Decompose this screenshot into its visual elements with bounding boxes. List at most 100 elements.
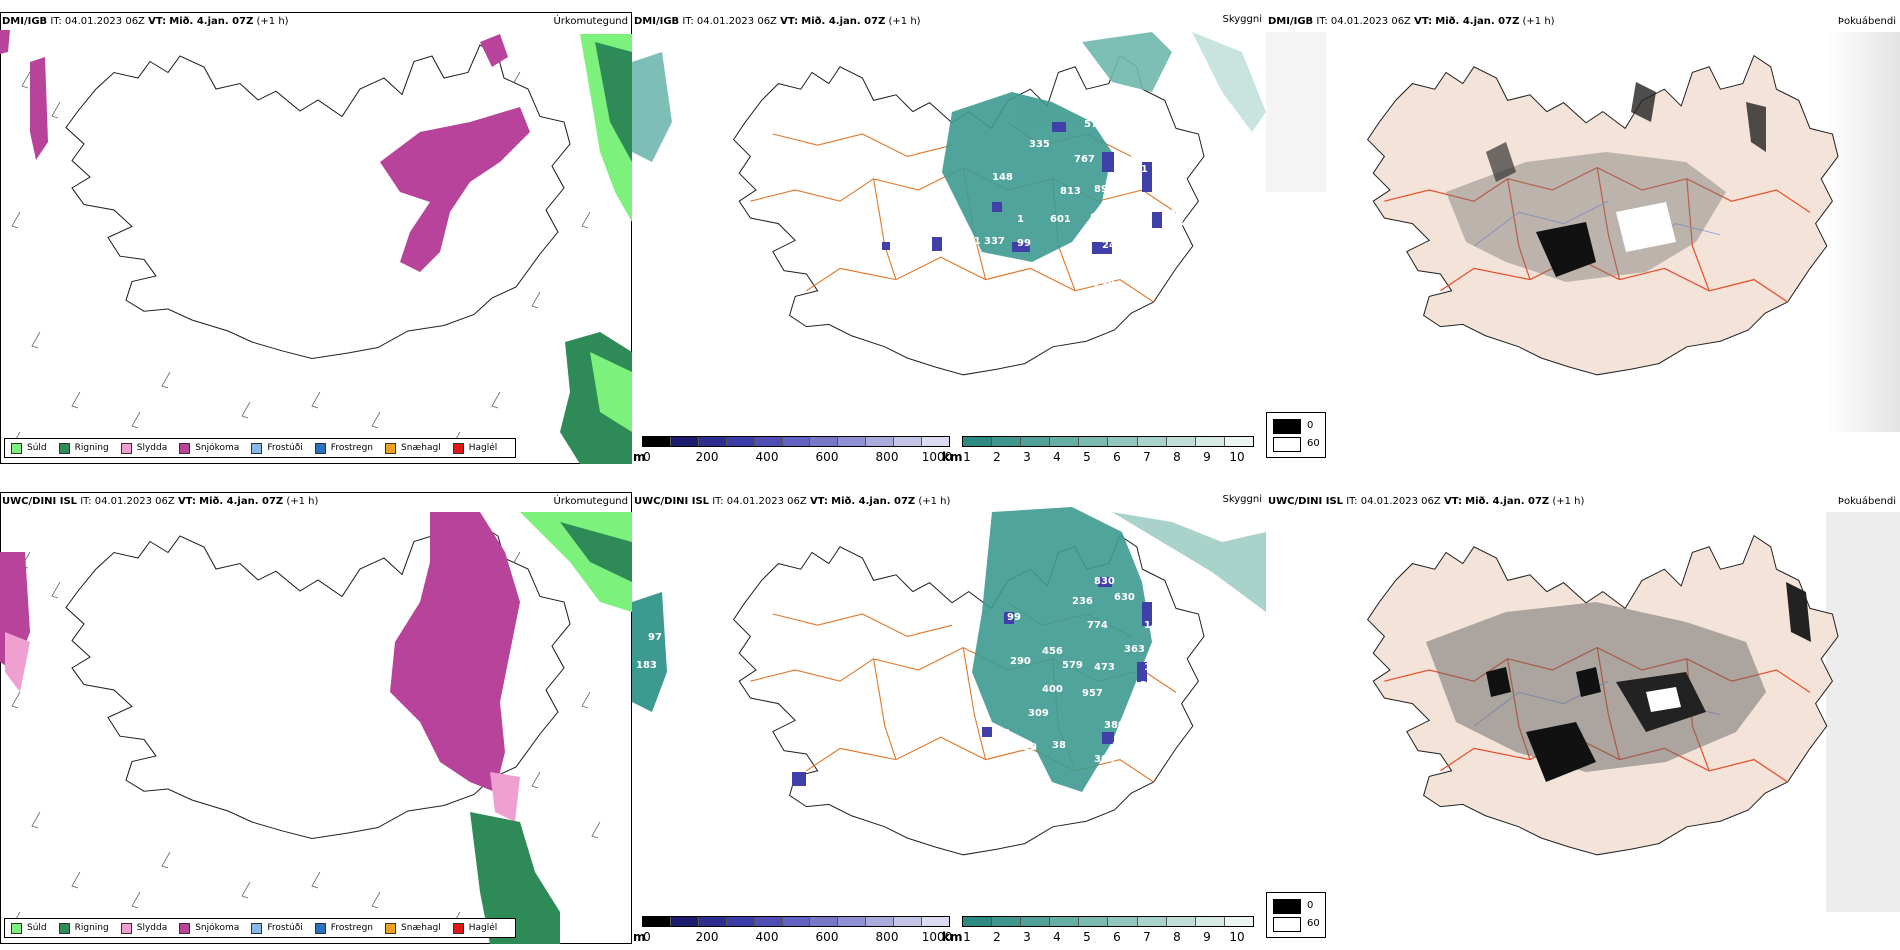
init-time: 04.01.2023 06Z [726,496,807,507]
legend-swatch [58,442,70,454]
snow-area [0,512,632,944]
legend-label: Frostregn [330,443,374,453]
tick: 3 [1023,450,1031,464]
panel-title: Úrkomutegund [553,496,628,507]
visibility-colorbar [962,436,1254,447]
alt-label: 601 [1050,214,1071,225]
alt-label: 2 [1144,274,1151,285]
alt-label: 38 [1052,740,1066,751]
alt-label: 813 [1060,186,1081,197]
fog-legend-top: 0 60 [1266,412,1326,458]
alt-label: 37 [1140,730,1154,741]
alt-label: 579 [1062,660,1083,671]
tick: 5 [1083,930,1091,944]
alt-label: 473 [1094,662,1115,673]
legend-item: Súld [11,442,47,454]
tick: 0 [643,930,651,944]
visibility-unit: km [942,930,963,944]
alt-label: 630 [1114,592,1135,603]
init-label: IT: [1316,16,1328,27]
alt-label: 143 [1144,620,1165,631]
alt-label: 193 [1112,263,1133,274]
fog-swatch-0 [1273,899,1301,914]
alt-label: 363 [1124,644,1145,655]
precip-map-bottom [0,512,632,944]
tick: 8 [1173,450,1181,464]
model-name: DMI/IGB [634,16,680,27]
snow-area [0,30,530,272]
fog-label-0: 0 [1307,900,1314,911]
alt-label: 311 [1177,218,1198,229]
tick: 10 [1229,930,1245,944]
legend-swatch [452,922,464,934]
precip-legend: Súld Rigning Slydda Snjókoma Frostúði Fr… [4,918,517,938]
legend-label: Slydda [136,923,168,933]
alt-label: 335 [1029,139,1050,150]
legend-swatch [251,922,263,934]
tick: 1000 [921,450,953,464]
fog-legend-bottom: 0 60 [1266,892,1326,938]
rain-area [560,34,632,464]
tick: 800 [875,450,899,464]
tick: 200 [695,930,719,944]
valid-label: VT: [1443,496,1462,507]
valid-time: Mið. 4.jan. 07Z [169,16,254,27]
panel-title: Skyggni [1222,14,1262,25]
tick: 10 [1229,450,1245,464]
legend-label: Snjókoma [195,443,240,453]
legend-label: Snæhagl [401,443,441,453]
tick: 600 [815,930,839,944]
fog-swatch-0 [1273,419,1301,434]
tick: 1 [963,930,971,944]
init-time: 04.01.2023 06Z [1330,16,1411,27]
tick: 6 [1113,930,1121,944]
fog-label-60: 60 [1307,918,1320,929]
alt-label: 2 [1140,254,1147,265]
panel-fog-top: DMI/IGB IT: 04.01.2023 06Z VT: Mið. 4.ja… [1266,12,1900,464]
panel-header: UWC/DINI ISL IT: 04.01.2023 06Z VT: Mið.… [1268,496,1584,507]
alt-label: 650 [1090,212,1111,223]
alt-label: 192 [1142,694,1163,705]
alt-label: 957 [1082,688,1103,699]
tick: 200 [695,450,719,464]
altitude-colorbar [642,916,950,927]
init-time: 04.01.2023 06Z [64,16,145,27]
altitude-colorbar [642,436,950,447]
fog-label-0: 0 [1307,420,1314,431]
legend-item: Haglél [452,442,497,454]
alt-label: 896 [1094,184,1115,195]
alt-label: 830 [1094,576,1115,587]
legend-item: Haglél [452,922,497,934]
alt-label: 97 [648,632,662,643]
alt-label: 259 [1060,292,1081,303]
alt-label: 105 [948,728,969,739]
alt-label: 99 [1017,238,1031,249]
legend-label: Rigning [74,443,109,453]
valid-label: VT: [1414,16,1433,27]
mountain-cells [882,122,1162,254]
tick: 7 [1143,930,1151,944]
legend-item: Frostúði [251,442,303,454]
legend-swatch [314,442,326,454]
precip-legend: Súld Rigning Slydda Snjókoma Frostúði Fr… [4,438,517,458]
panel-header: UWC/DINI ISL IT: 04.01.2023 06Z VT: Mið.… [634,496,950,507]
legend-label: Frostúði [267,923,303,933]
visibility-map-top: 576 335 767 148 813 896 241 99 650 1 601… [632,32,1266,376]
tick: 400 [755,930,779,944]
legend-item: Súld [11,922,47,934]
panel-header: DMI/IGB IT: 04.01.2023 06Z VT: Mið. 4.ja… [2,16,289,27]
valid-time: Mið. 4.jan. 07Z [1465,496,1550,507]
alt-label: 16 [996,728,1010,739]
tick: 2 [993,930,1001,944]
tick: 0 [643,450,651,464]
alt-label: 269 [1027,279,1048,290]
legend-item: Slydda [120,922,168,934]
init-time: 04.01.2023 06Z [696,16,777,27]
panel-title: Þokuábendi [1837,16,1896,27]
alt-label: 304 [1094,754,1115,765]
legend-item: Snjókoma [179,442,240,454]
init-label: IT: [1346,496,1358,507]
visibility-map-bottom: 830 236 630 99 774 143 363 290 456 579 4… [632,507,1266,856]
panel-title: Skyggni [1222,494,1262,505]
tick: 1000 [921,930,953,944]
